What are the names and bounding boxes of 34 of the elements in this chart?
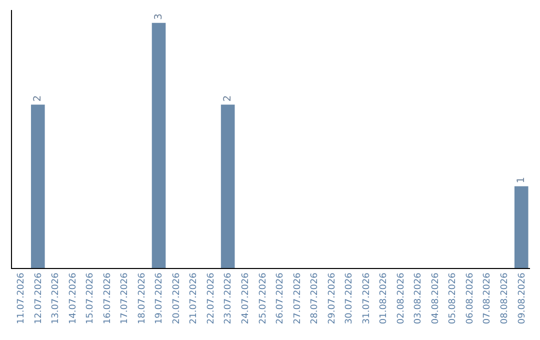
- x-tick-label: 11.07.2026: [16, 272, 27, 324]
- x-tick-label: 05.08.2026: [448, 272, 458, 324]
- x-tick-label: 06.08.2026: [465, 272, 476, 324]
- x-tick-label: 24.07.2026: [241, 272, 252, 324]
- x-tick-label: 04.08.2026: [430, 272, 441, 324]
- x-tick-label: 03.08.2026: [414, 272, 424, 324]
- x-tick-label: 20.07.2026: [172, 272, 182, 324]
- data-label: 2: [222, 95, 234, 102]
- x-tick-label: 13.07.2026: [51, 272, 62, 324]
- x-tick-label: 07.08.2026: [482, 272, 493, 324]
- x-tick-label: 31.07.2026: [362, 272, 372, 324]
- x-tick-label: 19.07.2026: [154, 272, 165, 324]
- x-tick-label: 02.08.2026: [396, 272, 406, 324]
- x-tick-label: 27.07.2026: [292, 272, 303, 324]
- x-tick-label: 01.08.2026: [379, 272, 390, 324]
- x-tick-label: 08.08.2026: [500, 272, 510, 324]
- x-tick-label: 09.08.2026: [517, 272, 528, 324]
- x-tick-label: 25.07.2026: [258, 272, 268, 324]
- x-tick-label: 30.07.2026: [344, 272, 355, 324]
- x-tick-label: 21.07.2026: [189, 272, 200, 324]
- x-tick-label: 17.07.2026: [120, 272, 130, 324]
- x-tick-label: 22.07.2026: [206, 272, 216, 324]
- data-label: 3: [153, 14, 164, 20]
- x-tick-label: 15.07.2026: [86, 272, 96, 324]
- data-label: 1: [516, 176, 527, 184]
- x-tick-label: 23.07.2026: [224, 272, 234, 324]
- x-tick-label: 26.07.2026: [276, 272, 286, 324]
- x-tick-label: 28.07.2026: [310, 272, 320, 324]
- x-tick-label: 14.07.2026: [68, 272, 78, 324]
- x-tick-label: 18.07.2026: [137, 272, 148, 324]
- data-label: 2: [32, 95, 44, 102]
- x-tick-label: 29.07.2026: [327, 272, 338, 324]
- x-tick-label: 12.07.2026: [34, 272, 44, 324]
- x-tick-label: 16.07.2026: [102, 272, 113, 324]
